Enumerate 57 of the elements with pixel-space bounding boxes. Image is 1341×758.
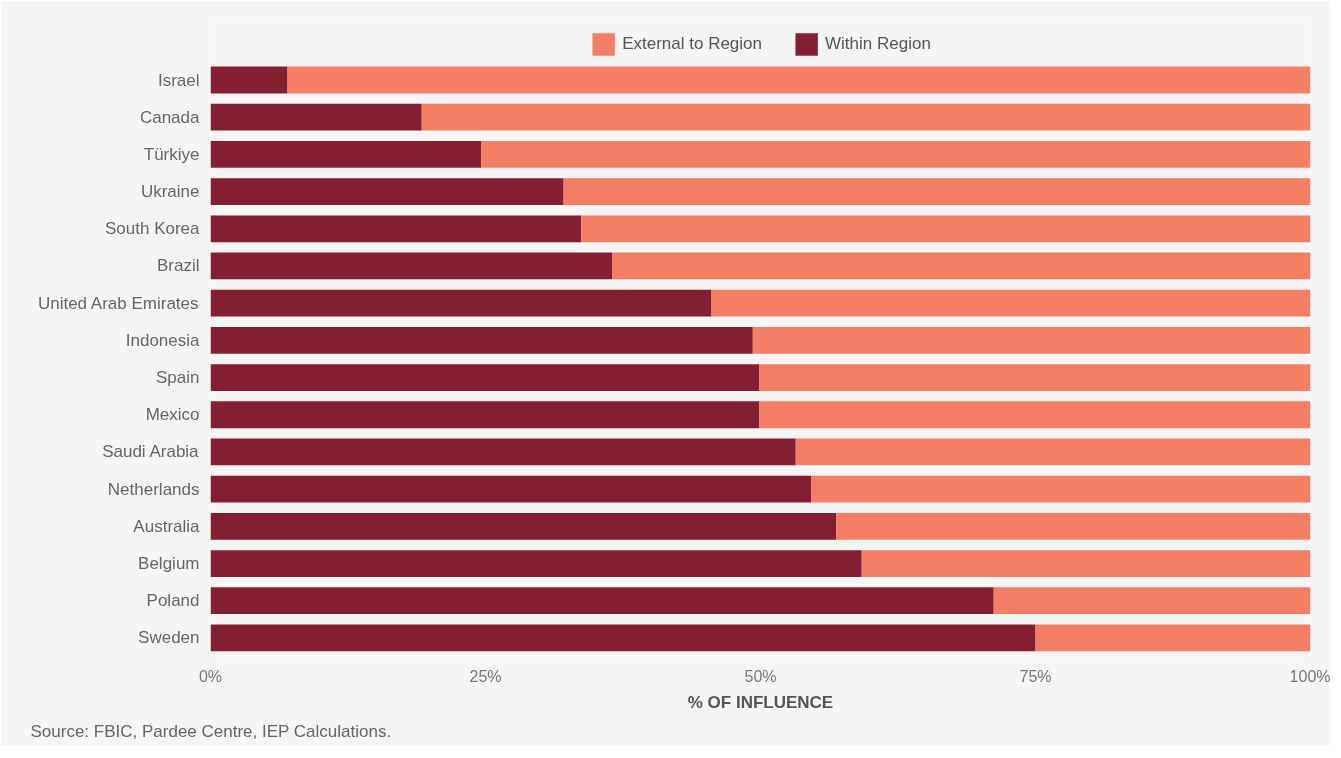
bar <box>581 215 1311 243</box>
y-tick-label: South Korea <box>104 219 201 239</box>
bar <box>210 512 837 540</box>
bar <box>752 326 1311 354</box>
bar <box>210 550 862 577</box>
bar <box>210 178 564 205</box>
bar <box>210 103 422 131</box>
bar <box>210 289 711 317</box>
bar <box>811 475 1311 503</box>
x-tick-label: 100% <box>1289 667 1331 685</box>
bar <box>563 178 1311 205</box>
y-tick-label: Australia <box>133 516 201 536</box>
bar <box>210 438 796 466</box>
y-tick-label: Ukraine <box>140 182 200 202</box>
bar <box>210 141 482 168</box>
source-note: Source: FBIC, Pardee Centre, IEP Calculations. <box>30 721 392 741</box>
bar <box>711 289 1311 317</box>
bar <box>210 326 753 354</box>
y-tick-label: Türkiye <box>143 144 200 164</box>
y-tick-label: Poland <box>146 591 200 611</box>
bar <box>421 103 1311 131</box>
y-tick-label: Sweden <box>138 628 200 648</box>
legend-label: External to Region <box>622 34 763 54</box>
bar <box>210 66 288 94</box>
bar <box>861 550 1311 577</box>
bar <box>210 587 994 615</box>
bar <box>759 401 1311 429</box>
bar <box>210 401 760 429</box>
y-tick-label: Indonesia <box>125 330 201 350</box>
y-tick-label: Saudi Arabia <box>102 442 200 462</box>
y-tick-label: Canada <box>139 107 201 127</box>
x-tick-label: 50% <box>744 667 777 685</box>
bar <box>210 215 582 243</box>
y-tick-label: Brazil <box>156 256 200 276</box>
y-tick-label: United Arab Emirates <box>37 293 199 313</box>
bar <box>210 624 1036 652</box>
y-tick-label: Belgium <box>138 554 200 574</box>
bar <box>210 252 612 280</box>
x-tick-label: 25% <box>469 667 502 685</box>
bar <box>287 66 1311 94</box>
bar <box>759 364 1311 391</box>
y-tick-label: Netherlands <box>107 479 200 499</box>
bar <box>210 364 760 391</box>
bar <box>993 587 1311 615</box>
y-tick-label: Israel <box>157 70 200 90</box>
x-tick-label: 75% <box>1019 667 1052 685</box>
bar <box>795 438 1311 466</box>
bar <box>1035 624 1311 652</box>
x-axis-title: % OF INFLUENCE <box>687 692 834 712</box>
x-tick-label: 0% <box>198 667 223 685</box>
y-tick-label: Mexico <box>145 405 200 425</box>
bar <box>612 252 1311 280</box>
bar <box>481 141 1311 168</box>
y-tick-label: Spain <box>156 368 200 388</box>
bar <box>836 512 1311 540</box>
legend-label: Within Region <box>825 34 931 54</box>
bar <box>210 475 812 503</box>
